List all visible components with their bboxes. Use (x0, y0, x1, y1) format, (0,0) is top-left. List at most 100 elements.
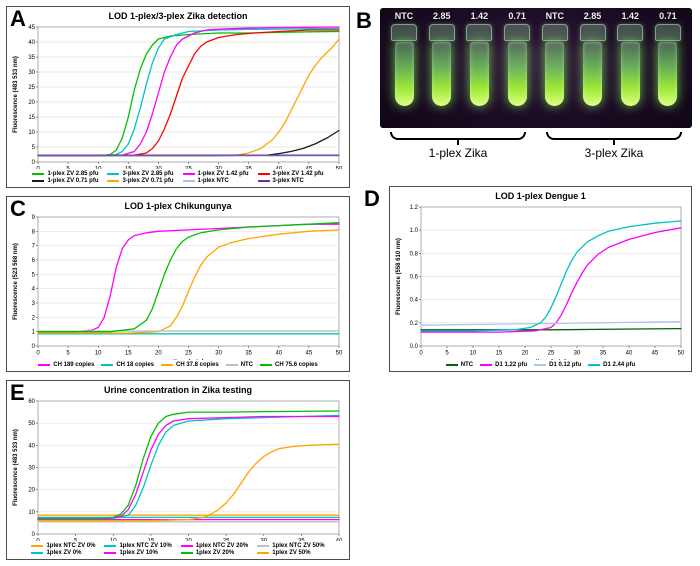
svg-text:50: 50 (336, 167, 343, 170)
svg-text:20: 20 (155, 351, 162, 357)
legend-item: 1plex NTC ZV 0% (31, 543, 95, 549)
svg-text:20: 20 (522, 351, 529, 357)
tube-body (507, 42, 527, 106)
svg-text:25: 25 (185, 167, 192, 170)
svg-text:10: 10 (95, 167, 102, 170)
legend-item: 1-plex ZV 2.85 pfu (32, 171, 98, 177)
legend-swatch (104, 552, 117, 554)
pcr-tube: 2.85 (575, 11, 611, 106)
panel-d-dengue-lod: LOD 1-plex Dengue 1 0.0 0.2 0.4 0.6 0.8 1.0 1.… (389, 186, 692, 372)
legend-swatch (445, 364, 458, 366)
svg-text:0: 0 (32, 532, 36, 538)
svg-text:time (min): time (min) (535, 359, 566, 361)
legend-swatch (101, 364, 114, 366)
svg-text:2: 2 (32, 315, 36, 321)
svg-text:15: 15 (125, 167, 132, 170)
svg-text:3: 3 (32, 301, 36, 307)
legend-label: 1plex NTC ZV 0% (46, 543, 96, 549)
svg-text:50: 50 (336, 351, 343, 357)
svg-text:0: 0 (32, 344, 36, 350)
svg-text:25: 25 (548, 351, 555, 357)
tube-label: 2.85 (583, 11, 602, 21)
svg-text:40: 40 (275, 351, 282, 357)
svg-text:35: 35 (298, 539, 305, 542)
svg-text:30: 30 (28, 70, 35, 76)
svg-text:0: 0 (36, 351, 40, 357)
legend-item: NTC (225, 362, 254, 368)
legend-label: CH 18 copies (116, 362, 154, 368)
svg-text:10: 10 (95, 351, 102, 357)
dengue-chart-plot: 0.0 0.2 0.4 0.6 0.8 1.0 1.2 0 5 10 15 20 25 30 35 40 45 5… (393, 202, 688, 360)
legend-swatch (480, 364, 493, 366)
svg-text:20: 20 (28, 100, 35, 106)
tube-cap (617, 24, 644, 41)
svg-text:Fluorescence (483 533 nm): Fluorescence (483 533 nm) (13, 56, 19, 133)
legend-item: 1plex ZV 50% (257, 550, 324, 556)
legend-item: 1plex NTC ZV 10% (104, 543, 172, 549)
chart-canvas: 0 5 10 15 20 25 30 35 40 45 0 5 10 15 20 25 30 35 40 45 50 Fl… (13, 25, 343, 170)
group-3plex: 3-plex Zika (536, 132, 692, 160)
tube-body (469, 42, 489, 106)
chart-title-zika: LOD 1-plex/3-plex Zika detection (108, 11, 248, 21)
svg-text:10: 10 (110, 539, 117, 542)
legend-label: 1plex ZV 20% (195, 550, 235, 556)
legend-swatch (38, 364, 51, 366)
legend-item: 1-plex ZV 1.42 pfu (182, 171, 249, 177)
legend-swatch (32, 173, 45, 175)
legend-label: 1plex NTC ZV 10% (119, 543, 172, 549)
svg-text:30: 30 (574, 351, 581, 357)
legend-swatch (107, 180, 120, 182)
legend-item: NTC (445, 362, 474, 368)
legend-label: NTC (460, 362, 474, 368)
legend-item: D1 2.44 pfu (588, 362, 635, 368)
legend-item: 1plex NTC ZV 20% (180, 543, 248, 549)
legend-swatch (588, 364, 601, 366)
legend-label: 3-plex NTC (272, 178, 304, 184)
svg-text:15: 15 (148, 539, 155, 542)
legend-label: 1plex ZV 10% (119, 550, 158, 556)
legend-swatch (182, 180, 195, 182)
svg-text:5: 5 (32, 145, 36, 151)
legend-item: 1plex NTC ZV 50% (257, 543, 325, 549)
tube-body (394, 42, 414, 106)
legend-item: CH 18 copies (101, 362, 154, 368)
chart-title-dengue: LOD 1-plex Dengue 1 (495, 191, 586, 201)
svg-text:45: 45 (306, 351, 313, 357)
tube-label: NTC (394, 11, 414, 21)
legend-urine: 1plex NTC ZV 0% 1plex NTC ZV 10% 1plex NTC… (10, 541, 346, 557)
svg-text:10: 10 (470, 351, 477, 357)
legend-label: NTC (240, 362, 254, 368)
svg-text:8: 8 (32, 229, 36, 235)
legend-swatch (182, 173, 195, 175)
legend-swatch (257, 180, 270, 182)
tube-label: 1.42 (621, 11, 639, 21)
svg-text:1: 1 (32, 330, 36, 336)
legend-swatch (104, 545, 117, 547)
group-label-3plex: 3-plex Zika (584, 146, 644, 160)
tube-body (658, 42, 678, 106)
legend-label: 1-plex ZV 0.71 pfu (47, 178, 99, 184)
legend-swatch (225, 364, 238, 366)
tube-body (432, 42, 452, 106)
legend-item: 1plex ZV 20% (180, 550, 248, 556)
tube-cap (391, 24, 417, 41)
legend-label: 1plex NTC ZV 50% (272, 543, 325, 549)
svg-text:45: 45 (28, 25, 35, 31)
legend-item: 3-plex ZV 1.42 pfu (257, 171, 324, 177)
chart-title-chikungunya: LOD 1-plex Chikungunya (124, 201, 232, 211)
svg-text:20: 20 (185, 539, 192, 542)
legend-label: D1 1.22 pfu (495, 362, 528, 368)
legend-dengue: NTC D1 1.22 pfu D1 0.12 pfu D1 2.44 pfu (393, 360, 688, 369)
legend-item: 1plex ZV 0% (31, 550, 95, 556)
panel-letter-a: A (10, 6, 26, 31)
legend-swatch (31, 552, 44, 554)
svg-text:15: 15 (28, 115, 35, 121)
panel-letter-e: E (10, 380, 25, 405)
svg-text:0.4: 0.4 (410, 298, 419, 304)
legend-label: 1-plex NTC (197, 178, 229, 184)
legend-label: CH 75.6 copies (275, 362, 318, 368)
svg-text:7: 7 (32, 244, 36, 250)
bracket-shape (546, 132, 682, 140)
legend-item: 1plex ZV 10% (104, 550, 171, 556)
pcr-tube: 0.71 (650, 11, 686, 106)
